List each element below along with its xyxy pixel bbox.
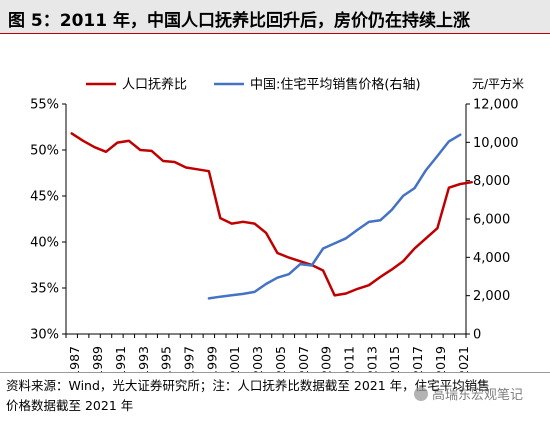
x-tick-label: 2007: [296, 346, 311, 372]
left-tick-label: 30%: [30, 328, 59, 343]
x-tick-label: 2019: [433, 346, 448, 372]
x-tick-label: 1987: [67, 346, 82, 372]
chart-legend: 人口抚养比 中国:住宅平均销售价格(右轴): [86, 77, 421, 93]
x-tick-label: 2003: [250, 346, 265, 372]
x-tick-label: 1999: [204, 346, 219, 372]
source-line-1: 资料来源：Wind，光大证券研究所；注：人口抚养比数据截至 2021 年，住宅平…: [6, 378, 490, 393]
title-bar: 图 5：2011 年，中国人口抚养比回升后，房价仍在持续上涨: [0, 0, 550, 34]
right-unit-label: 元/平方米: [472, 76, 524, 91]
left-tick-label: 55%: [30, 98, 59, 113]
legend-price-label: 中国:住宅平均销售价格(右轴): [250, 77, 421, 93]
x-tick-label: 2005: [273, 346, 288, 372]
left-tick-label: 50%: [30, 144, 59, 159]
left-tick-label: 35%: [30, 282, 59, 297]
x-tick-label: 2015: [387, 346, 402, 372]
right-tick-label: 2,000: [473, 289, 510, 304]
right-tick-label: 12,000: [473, 98, 519, 113]
left-tick-label: 45%: [30, 190, 59, 205]
source-divider: [0, 372, 550, 373]
x-tick-label: 2013: [364, 346, 379, 372]
x-tick-label: 2011: [342, 346, 357, 372]
dependency-ratio-line: [70, 132, 473, 297]
watermark-icon: [414, 387, 428, 401]
legend-dependency-label: 人口抚养比: [122, 77, 187, 93]
figure-title: 图 5：2011 年，中国人口抚养比回升后，房价仍在持续上涨: [8, 11, 470, 31]
x-tick-label: 1995: [159, 346, 174, 372]
left-tick-label: 40%: [30, 236, 59, 251]
x-tick-label: 2009: [319, 346, 334, 372]
x-tick-label: 2017: [410, 346, 425, 372]
watermark: 高瑞东宏观笔记: [414, 384, 523, 403]
x-tick-label: 1991: [113, 346, 128, 372]
x-tick-label: 1989: [90, 346, 105, 372]
right-tick-label: 8,000: [473, 174, 510, 189]
chart-lines: [70, 132, 473, 300]
right-tick-label: 6,000: [473, 213, 510, 228]
source-line-2: 价格数据截至 2021 年: [6, 398, 134, 413]
chart-axes: 30% 35% 40% 45% 50% 55% 0 2,000 4,000 6,000 8,000 1…: [30, 76, 524, 372]
right-tick-label: 4,000: [473, 251, 510, 266]
x-tick-label: 1993: [136, 346, 151, 372]
x-tick-label: 2001: [227, 346, 242, 372]
watermark-text: 高瑞东宏观笔记: [432, 388, 524, 403]
source-note: 资料来源：Wind，光大证券研究所；注：人口抚养比数据截至 2021 年，住宅平…: [6, 376, 546, 416]
housing-price-line: [207, 133, 462, 300]
right-tick-label: 0: [473, 328, 481, 343]
x-tick-label: 2021: [456, 346, 471, 372]
x-tick-label: 1997: [182, 346, 197, 372]
line-chart: 30% 35% 40% 45% 50% 55% 0 2,000 4,000 6,000 8,000 1…: [30, 76, 524, 372]
right-tick-label: 10,000: [473, 136, 519, 151]
